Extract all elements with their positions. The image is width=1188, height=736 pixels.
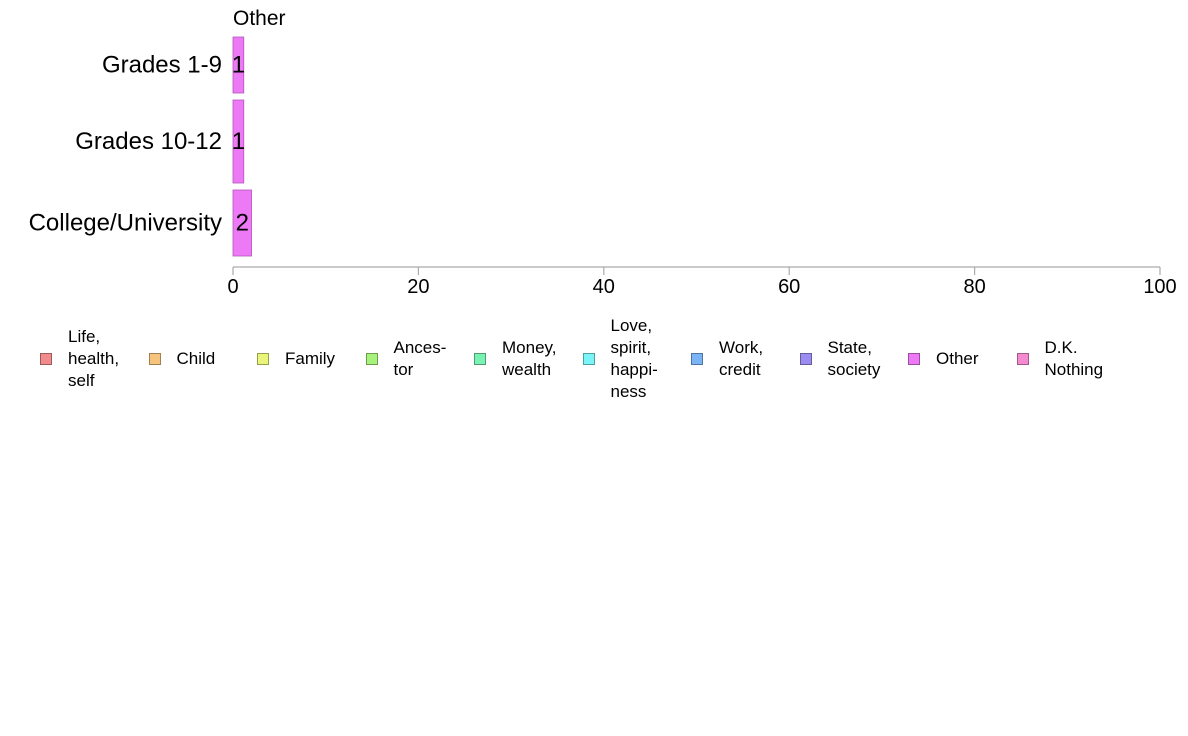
legend-item: Love, spirit, happi- ness [582, 315, 658, 403]
legend-swatch [365, 353, 378, 365]
x-tick-label: 60 [778, 276, 800, 298]
legend-item: Work, credit [691, 337, 763, 381]
bars-layer: Grades 1-9 1 Grades 10-12 1 College/Universi… [29, 36, 252, 257]
legend-label: Family [285, 349, 336, 368]
legend-item: Ances- tor [365, 337, 447, 381]
legend-label: Work, credit [719, 338, 764, 379]
legend-label: Money, wealth [502, 338, 557, 379]
bar-value-label: 2 [236, 210, 249, 237]
legend-label: Life, health, self [68, 327, 120, 390]
bar [232, 36, 245, 94]
legend-label: D.K. Nothing [1044, 338, 1104, 379]
chart-title: Other [233, 7, 286, 30]
x-tick-label: 20 [407, 276, 429, 298]
legend-item: D.K. Nothing [1016, 337, 1104, 381]
x-tick-label: 80 [963, 276, 985, 298]
legend-label: Child [176, 349, 216, 368]
category-label: Grades 1-9 [102, 52, 222, 79]
legend-swatch [40, 353, 52, 365]
bar-value-label: 1 [232, 52, 245, 79]
x-tick-label: 0 [227, 276, 238, 298]
legend-swatch [148, 353, 161, 365]
legend-swatch [908, 353, 920, 365]
legend-label: Other [936, 349, 979, 368]
bar [232, 99, 245, 184]
legend-item: Other [908, 348, 979, 370]
bar-value-label: 1 [232, 128, 245, 155]
x-tick-label: 40 [593, 276, 615, 298]
legend-label: Ances- tor [393, 338, 447, 379]
legend-item: Child [148, 348, 216, 370]
legend-swatch [474, 353, 486, 365]
legend-label: State, society [827, 338, 881, 379]
legend-swatch [1016, 353, 1029, 365]
legend-item: Life, health, self [40, 326, 119, 392]
x-tick-label: 100 [1143, 276, 1176, 298]
x-axis: 0 20 40 60 80 100 [227, 266, 1177, 298]
legend-label: Love, spirit, happi- ness [610, 316, 658, 401]
legend-item: State, society [799, 337, 881, 381]
legend-swatch [582, 353, 595, 365]
legend: Life, health, self Child Family Ances- tor M… [40, 315, 1150, 408]
bar [232, 189, 252, 257]
category-label: Grades 10-12 [75, 128, 222, 155]
legend-swatch [691, 353, 703, 365]
legend-swatch [257, 353, 269, 365]
legend-swatch [799, 353, 812, 365]
legend-item: Family [257, 348, 335, 370]
category-label: College/University [29, 210, 222, 237]
legend-item: Money, wealth [474, 337, 557, 381]
